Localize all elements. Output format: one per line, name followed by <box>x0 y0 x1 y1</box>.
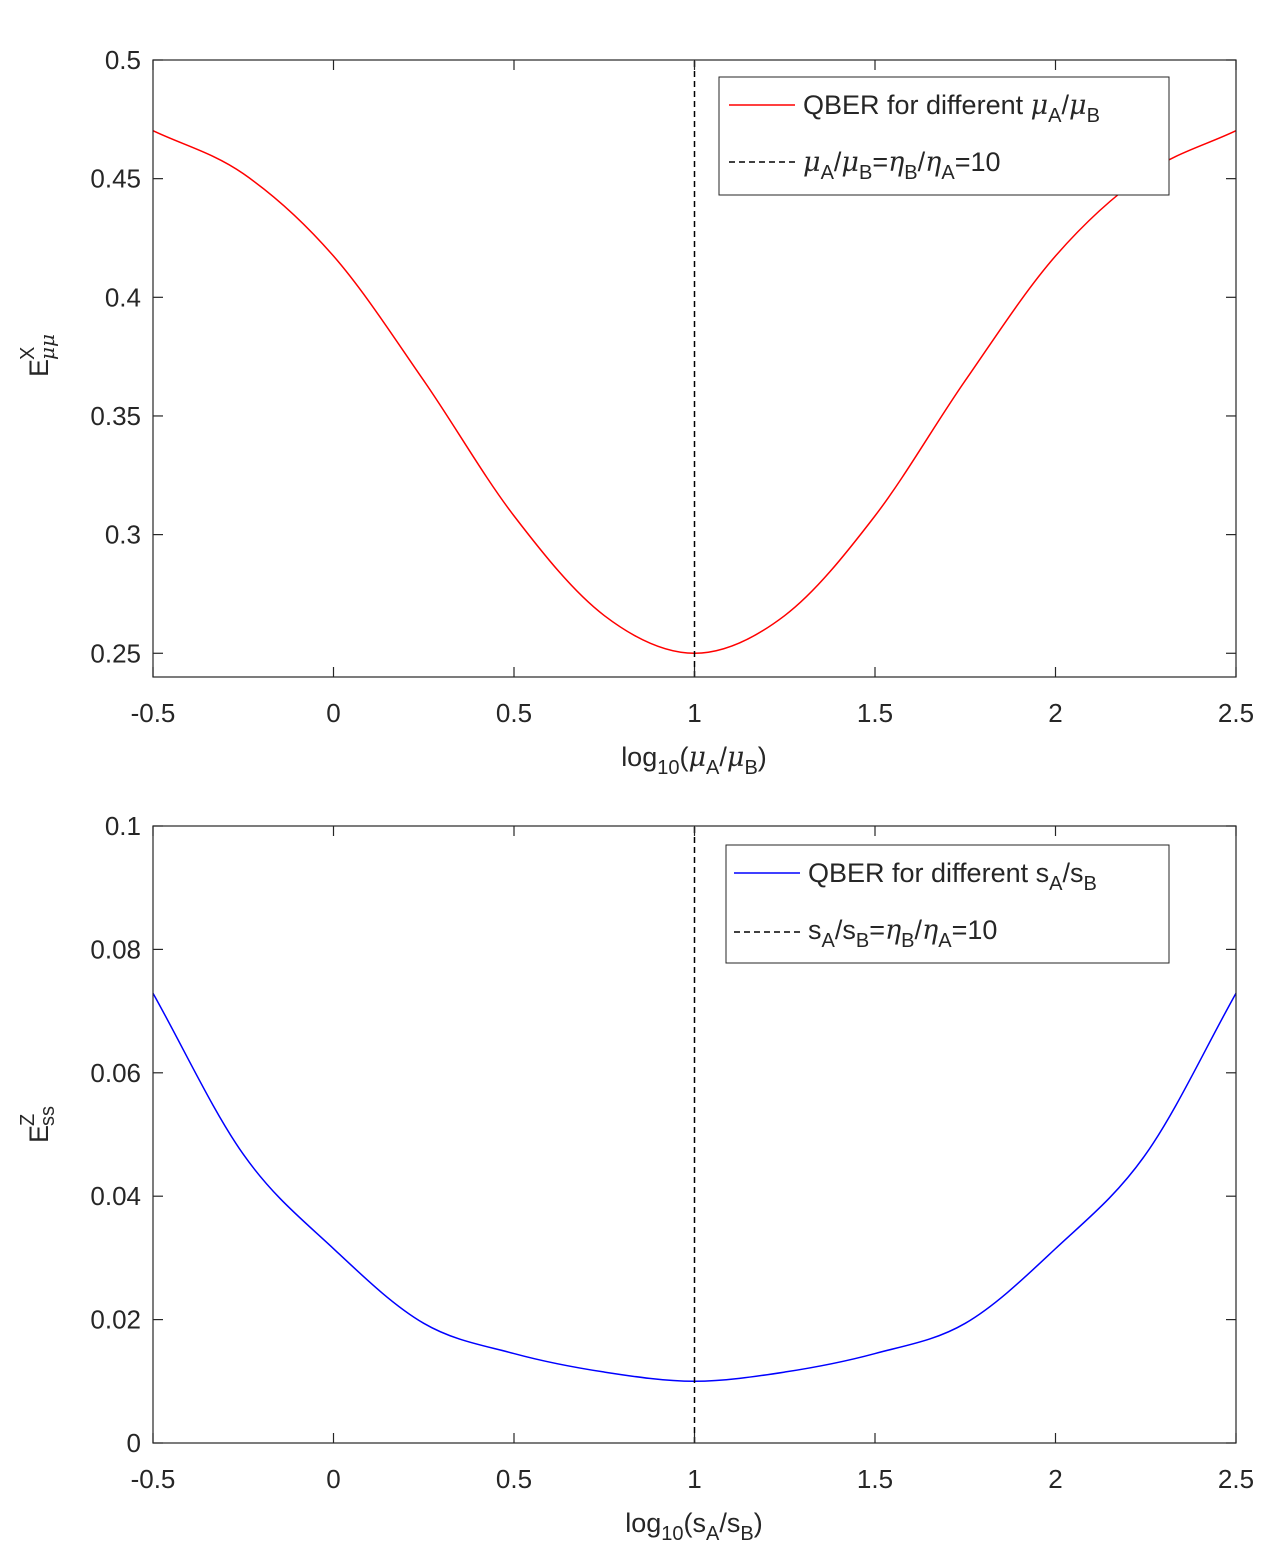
chart-bottom-x-ticks: -0.5 0 0.5 1 1.5 2 2.5 <box>131 826 1254 1494</box>
chart-top-x-axis-label: log10(μA/μB) <box>621 742 767 779</box>
chart-top-y-tick-label: 0.35 <box>90 401 141 431</box>
chart-top-x-tick-label: 2.5 <box>1218 698 1254 728</box>
chart-top: -0.5 0 0.5 1 1.5 2 2.5 0.25 0.3 0.35 0.4 0.45 0.5 l… <box>17 45 1254 779</box>
chart-top-y-tick-label: 0.25 <box>90 638 141 668</box>
chart-top-x-tick-label: 0.5 <box>496 698 532 728</box>
chart-top-x-tick-label: 0 <box>326 698 340 728</box>
chart-bot-y-tick-label: 0.04 <box>90 1181 141 1211</box>
chart-bot-y-tick-label: 0.02 <box>90 1305 141 1335</box>
chart-bot-x-tick-label: 0.5 <box>496 1464 532 1494</box>
svg-text:X: X <box>17 347 39 360</box>
chart-top-series-layer <box>152 60 1237 677</box>
chart-top-x-tick-label: 1.5 <box>857 698 893 728</box>
chart-top-legend-text-ratio: μA/μB=ηB/ηA=10 <box>803 147 1001 184</box>
chart-top-legend: QBER for different μA/μB μA/μB=ηB/ηA=10 <box>718 76 1170 196</box>
chart-bot-y-tick-label: 0.08 <box>90 934 141 964</box>
chart-bot-x-tick-label: 2 <box>1048 1464 1062 1494</box>
chart-bottom-y-axis-label: E Z ss <box>17 1106 59 1143</box>
chart-top-x-tick-label: -0.5 <box>131 698 176 728</box>
chart-bottom-legend-box <box>725 844 1170 964</box>
chart-bot-x-tick-label: -0.5 <box>131 1464 176 1494</box>
chart-top-y-axis-label: E X μμ <box>17 334 59 377</box>
svg-text:μμ: μμ <box>35 334 59 360</box>
svg-text:Z: Z <box>17 1114 39 1126</box>
chart-bot-x-tick-label: 0 <box>326 1464 340 1494</box>
chart-top-y-tick-label: 0.45 <box>90 164 141 194</box>
chart-bottom: -0.5 0 0.5 1 1.5 2 2.5 0 0.02 0.04 0.06 0.08 0.1 lo… <box>17 811 1254 1545</box>
chart-top-x-tick-label: 1 <box>687 698 701 728</box>
chart-bot-x-tick-label: 1.5 <box>857 1464 893 1494</box>
chart-top-legend-box <box>718 76 1170 196</box>
chart-bottom-legend: QBER for different sA/sB sA/sB=ηB/ηA=10 <box>725 844 1170 964</box>
chart-bot-x-tick-label: 2.5 <box>1218 1464 1254 1494</box>
chart-top-y-tick-label: 0.5 <box>105 45 141 75</box>
chart-top-x-ticks: -0.5 0 0.5 1 1.5 2 2.5 <box>131 60 1254 728</box>
chart-bottom-x-axis-label: log10(sA/sB) <box>625 1508 762 1545</box>
svg-text:ss: ss <box>37 1106 59 1126</box>
chart-bottom-series-layer <box>152 826 1237 1443</box>
chart-bot-x-tick-label: 1 <box>687 1464 701 1494</box>
chart-bot-y-tick-label: 0.1 <box>105 811 141 841</box>
chart-bot-y-tick-label: 0.06 <box>90 1058 141 1088</box>
chart-bot-y-tick-label: 0 <box>127 1428 141 1458</box>
svg-text:E: E <box>24 359 54 377</box>
chart-top-y-tick-label: 0.3 <box>105 520 141 550</box>
svg-text:E: E <box>24 1125 54 1143</box>
chart-top-y-tick-label: 0.4 <box>105 282 141 312</box>
chart-top-x-tick-label: 2 <box>1048 698 1062 728</box>
chart-bottom-y-ticks: 0 0.02 0.04 0.06 0.08 0.1 <box>90 811 1236 1458</box>
chart-top-y-ticks: 0.25 0.3 0.35 0.4 0.45 0.5 <box>90 45 1236 668</box>
